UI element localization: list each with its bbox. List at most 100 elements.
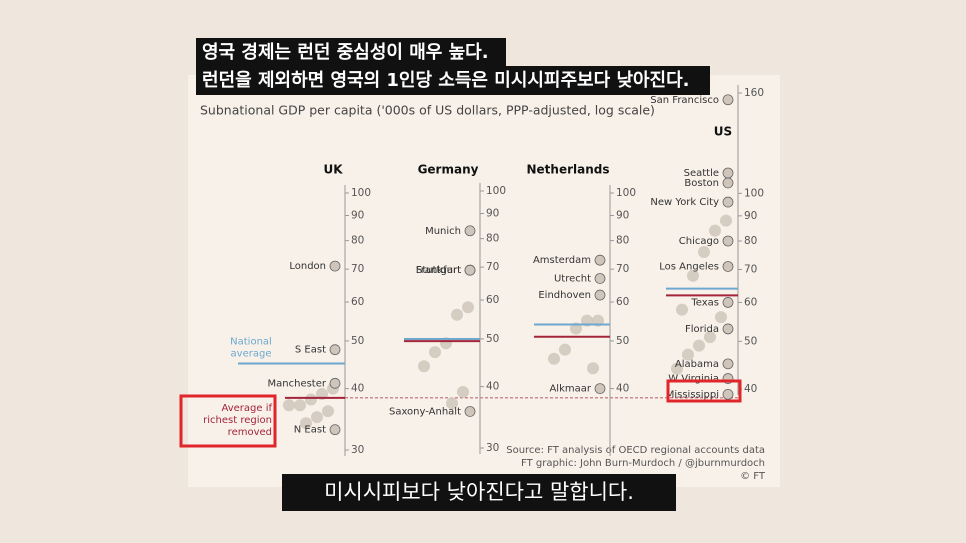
dot	[720, 214, 732, 227]
dot	[559, 343, 571, 356]
dot	[709, 224, 721, 237]
y-tick-label: 90	[616, 209, 629, 221]
dot	[722, 323, 734, 335]
y-tick-label: 90	[744, 210, 757, 222]
dot	[311, 411, 323, 424]
dot-label: New York City	[650, 197, 719, 208]
y-tick-label: 80	[351, 235, 364, 247]
y-tick-label: 90	[351, 209, 364, 221]
dot	[676, 303, 688, 316]
y-tick-label: 100	[351, 187, 371, 199]
dot	[587, 362, 599, 375]
panel-title: Netherlands	[526, 163, 609, 177]
subtitle: 영국 경제는 런던 중심성이 매우 높다.	[202, 42, 489, 63]
y-tick-label: 40	[744, 383, 757, 395]
dot	[722, 196, 734, 208]
removed-average-label: removed	[228, 427, 272, 438]
y-tick-label: 70	[486, 261, 499, 273]
dot	[329, 377, 341, 389]
dot-label: Saxony-Anhalt	[389, 406, 461, 417]
dot	[329, 260, 341, 272]
dot-label: San Francisco	[650, 95, 719, 106]
y-tick-label: 40	[486, 381, 499, 393]
dot	[464, 225, 476, 237]
dot-label: Texas	[690, 297, 719, 308]
y-tick-label: 80	[744, 235, 757, 247]
dot-label: N East	[294, 425, 326, 436]
dot	[594, 289, 606, 301]
y-tick-label: 50	[744, 335, 757, 347]
dot-label: London	[289, 261, 326, 272]
dot	[322, 405, 334, 418]
y-tick-label: 100	[616, 187, 636, 199]
dot	[283, 399, 295, 412]
dot-label: Stuttgart	[416, 265, 461, 276]
dot	[722, 177, 734, 189]
dot-label: Seattle	[684, 168, 719, 179]
dot-label: Boston	[684, 178, 719, 189]
dot	[722, 297, 734, 308]
dot	[305, 393, 317, 406]
y-tick-label: 40	[616, 383, 629, 395]
dot	[594, 254, 606, 266]
dot	[722, 261, 734, 272]
y-tick-label: 60	[351, 296, 364, 308]
source: © FT	[740, 471, 766, 482]
highlight-box	[179, 394, 277, 448]
dot-label: Mississippi	[666, 389, 719, 400]
dot	[446, 397, 458, 410]
dot-label: Alabama	[675, 359, 719, 370]
dot	[457, 385, 469, 398]
highlight-box	[666, 379, 742, 403]
dot-label: Utrecht	[554, 273, 591, 284]
dot	[294, 399, 306, 412]
removed-average-label: Average if	[221, 403, 272, 414]
panel-background	[188, 75, 780, 487]
dot	[722, 358, 734, 370]
dot	[464, 406, 476, 417]
subtitle-box	[282, 474, 676, 511]
subtitle: 런던을 제외하면 영국의 1인당 소득은 미시시피주보다 낮아진다.	[202, 70, 690, 91]
dot-label: Amsterdam	[533, 255, 591, 266]
dot-label: S East	[295, 345, 326, 356]
dot	[671, 362, 683, 375]
dot	[722, 167, 734, 179]
dot-label: Munich	[425, 226, 461, 237]
national-average-label: average	[231, 348, 272, 359]
dot	[715, 311, 727, 324]
subtitle: 미시시피보다 낮아진다고 말합니다.	[324, 480, 634, 504]
dot	[329, 344, 341, 356]
dot	[687, 269, 699, 282]
subtitle-box	[196, 66, 710, 95]
dot-label: Alkmaar	[549, 384, 591, 395]
y-tick-label: 50	[351, 335, 364, 347]
dot-label: Eindhoven	[538, 290, 591, 301]
removed-average-label: richest region	[203, 415, 272, 426]
dot	[682, 348, 694, 361]
y-tick-label: 70	[744, 264, 757, 276]
dot	[300, 417, 312, 430]
y-tick-label: 30	[351, 444, 364, 456]
y-tick-label: 80	[616, 235, 629, 247]
national-average-label: National	[230, 336, 272, 347]
dot	[462, 301, 474, 314]
panel-title: UK	[323, 163, 343, 177]
dot-label: Chicago	[679, 236, 719, 247]
y-tick-label: 60	[616, 296, 629, 308]
y-tick-label: 160	[744, 87, 764, 99]
y-tick-label: 70	[616, 263, 629, 275]
dot	[329, 424, 341, 436]
y-tick-label: 50	[616, 335, 629, 347]
y-tick-label: 100	[744, 187, 764, 199]
y-tick-label: 60	[486, 294, 499, 306]
dot	[722, 94, 734, 106]
dot	[418, 360, 430, 373]
subtitle-box	[196, 38, 506, 67]
source: FT graphic: John Burn-Murdoch / @jburnmu…	[521, 458, 765, 469]
dot	[548, 352, 560, 365]
dot-label: Los Angeles	[659, 261, 719, 272]
dot-label: Florida	[685, 324, 719, 335]
dot-label: W Virginia	[668, 374, 719, 385]
